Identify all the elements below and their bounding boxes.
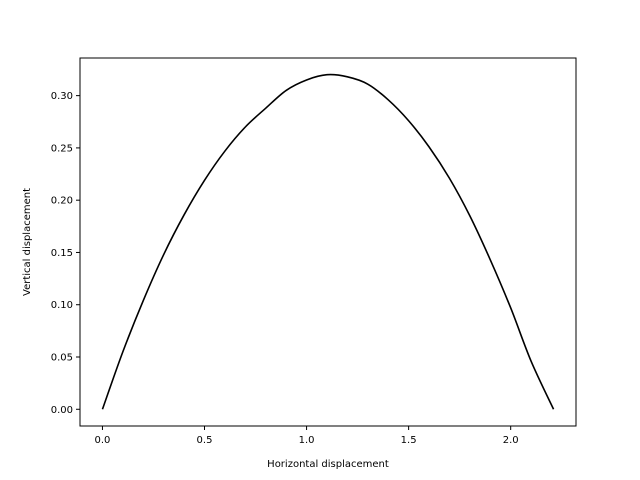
y-tick-label: 0.00 [51,405,73,416]
x-tick-label: 1.0 [299,435,315,446]
series-layer [101,73,555,410]
y-axis-label: Vertical displacement [22,188,33,296]
x-tick-label: 2.0 [503,435,519,446]
y-tick-label: 0.20 [51,196,73,207]
x-axis-ticks: 0.0 0.5 1.0 1.5 2.0 [94,426,519,446]
y-tick-label: 0.30 [51,91,73,102]
plot-background [80,58,576,426]
plot-frame [79,57,577,427]
y-axis-ticks: 0.00 0.05 0.10 0.15 0.20 0.25 0.30 [51,91,80,416]
x-tick-label: 0.5 [197,435,213,446]
x-tick-label: 0.0 [94,435,110,446]
x-tick-label: 1.5 [401,435,417,446]
y-tick-label: 0.15 [51,248,73,259]
y-tick-label: 0.05 [51,353,73,364]
y-tick-label: 0.25 [51,143,73,154]
x-axis-label: Horizontal displacement [267,459,389,470]
y-tick-label: 0.10 [51,300,73,311]
series-line-0 [101,73,555,410]
